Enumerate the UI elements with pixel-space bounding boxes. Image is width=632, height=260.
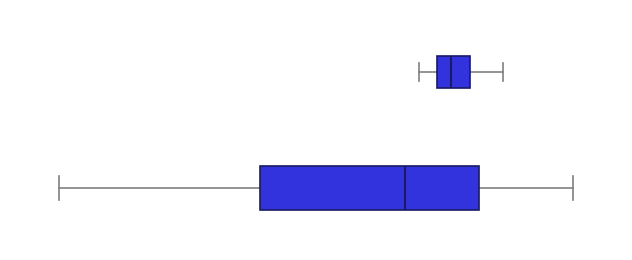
Bar	[260, 166, 479, 210]
Bar	[437, 56, 470, 88]
